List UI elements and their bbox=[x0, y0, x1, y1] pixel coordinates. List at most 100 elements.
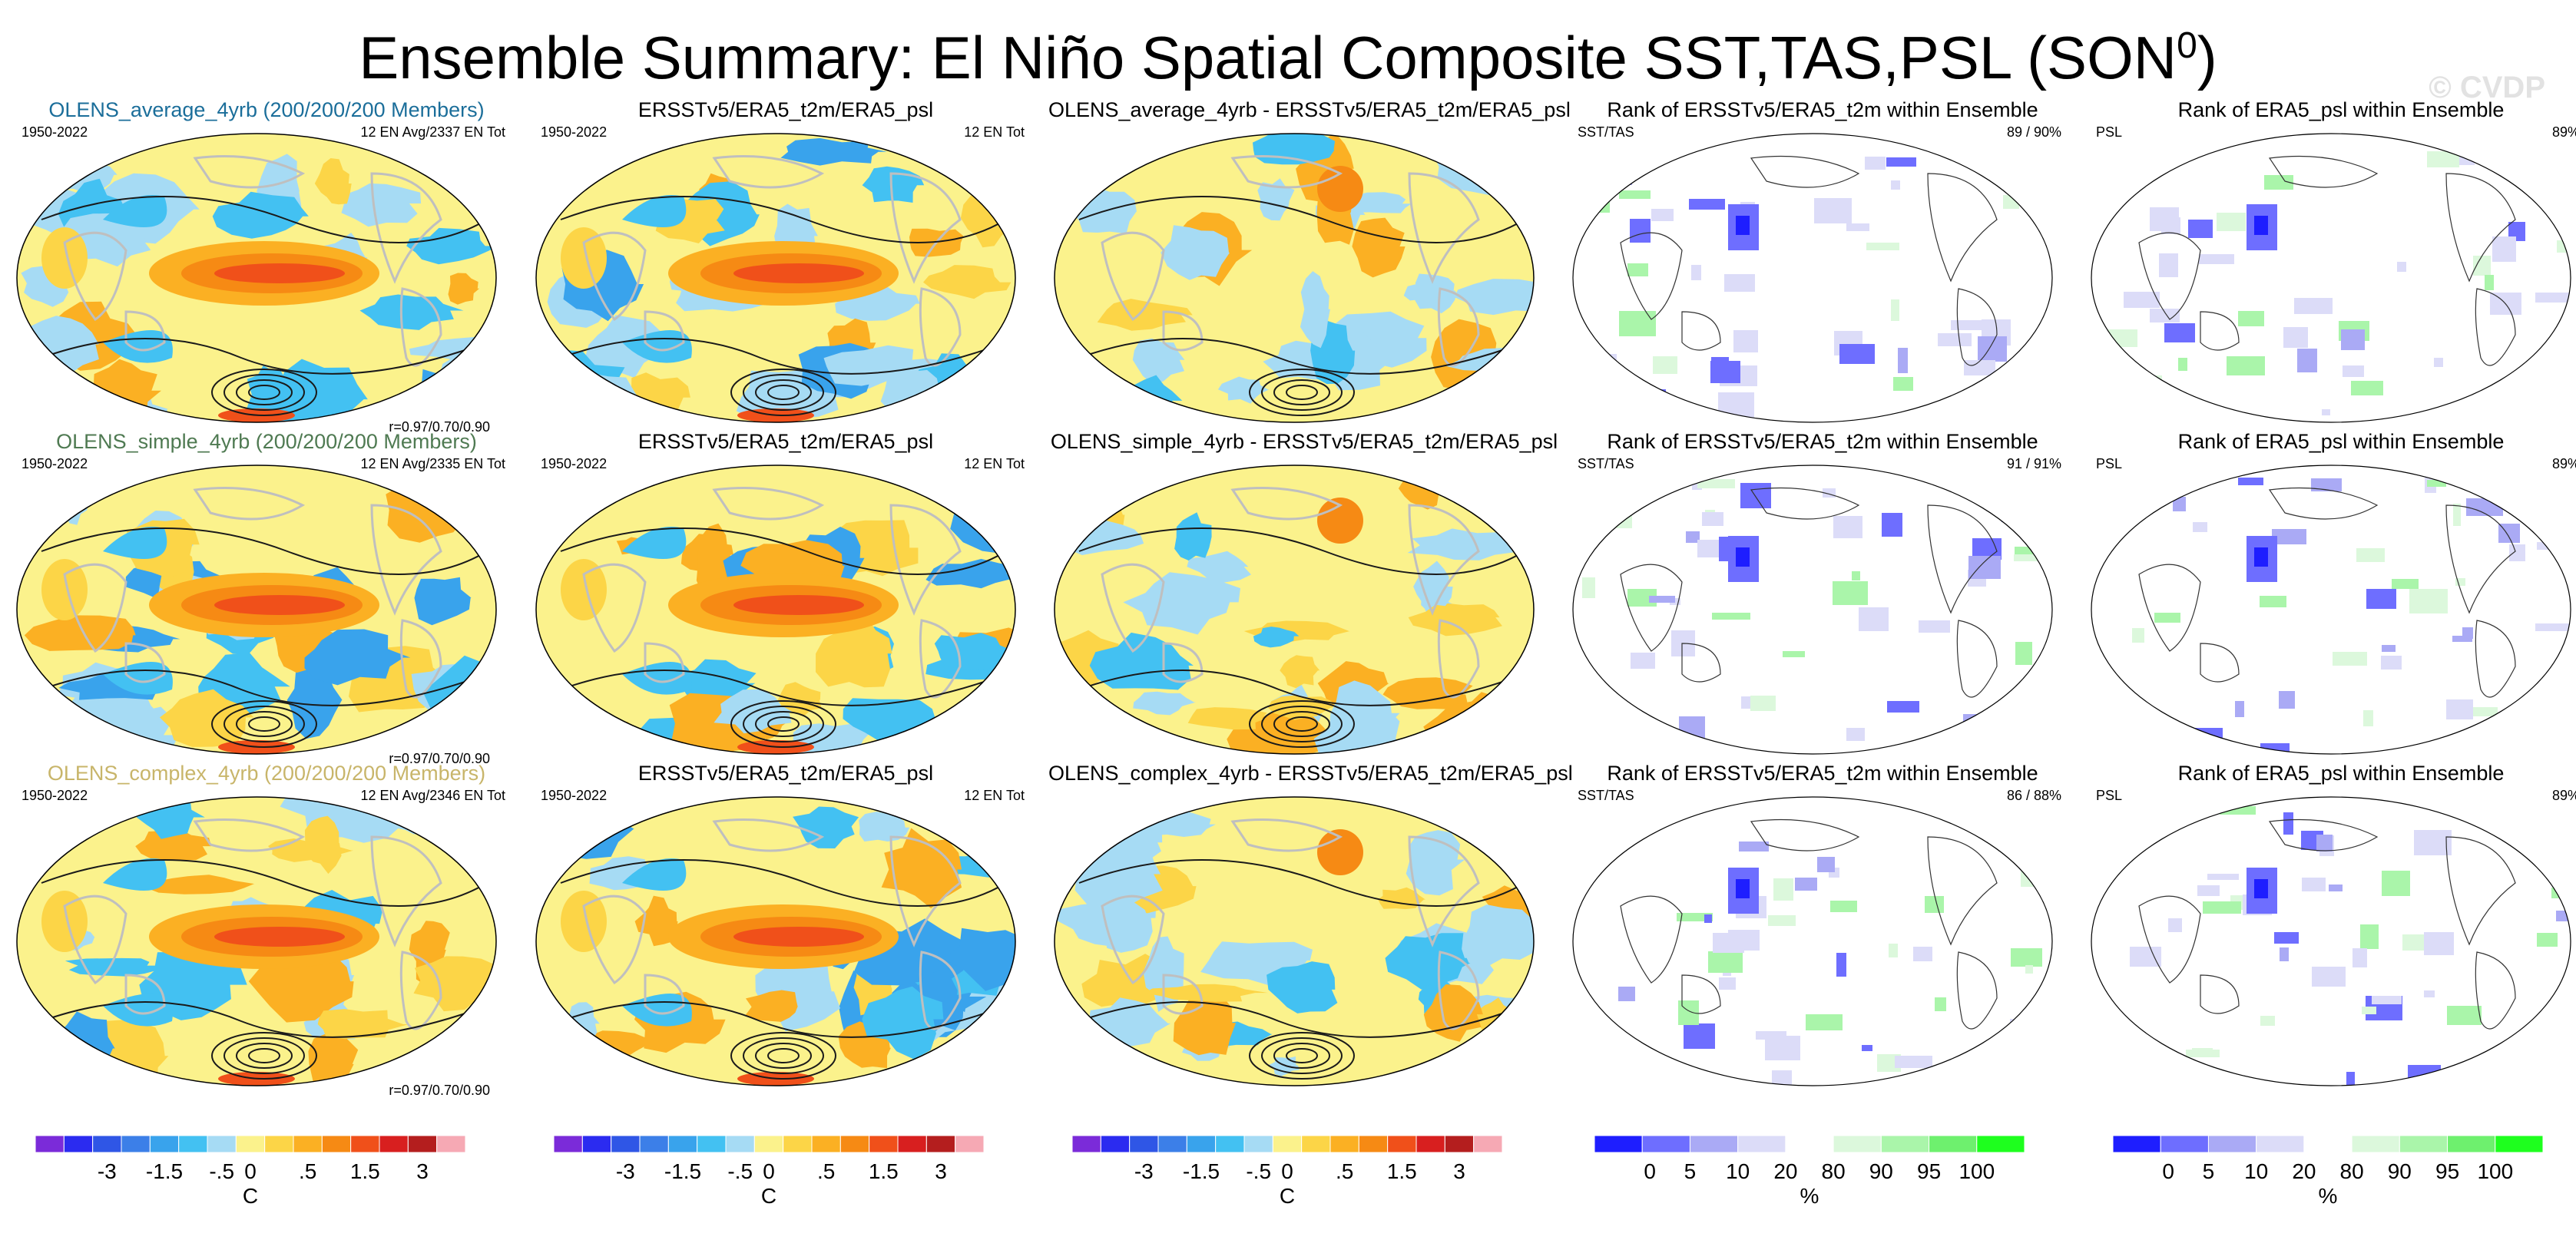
rank-cell bbox=[1728, 930, 1760, 951]
rank-cell bbox=[1925, 896, 1944, 913]
rank-cell bbox=[2492, 236, 2516, 262]
map-border bbox=[16, 796, 497, 1086]
colorbar-swatch bbox=[149, 1135, 180, 1153]
coastline bbox=[2268, 487, 2379, 520]
coastline bbox=[124, 642, 166, 683]
colorbar-swatch bbox=[235, 1135, 266, 1153]
rank-cell bbox=[2272, 529, 2306, 544]
coastline bbox=[1101, 894, 1165, 985]
map-field bbox=[17, 139, 496, 422]
colorbar-swatch bbox=[2112, 1135, 2161, 1153]
rank-cell bbox=[2227, 356, 2265, 375]
colorbar-swatch bbox=[2351, 1135, 2400, 1153]
enso-warm-core bbox=[733, 595, 864, 615]
colorbar-swatch bbox=[436, 1135, 466, 1153]
colorbar-swatch bbox=[1833, 1135, 1882, 1153]
rank-cell-high bbox=[2120, 478, 2162, 501]
period-label: SST/TAS bbox=[1578, 788, 1634, 803]
coastline bbox=[1408, 504, 1480, 616]
colorbar-tick-label: 20 bbox=[1773, 1159, 1797, 1183]
colorbar-swatch bbox=[2495, 1135, 2544, 1153]
rank-cell bbox=[1913, 947, 1932, 961]
colorbar-tick-label: 90 bbox=[1869, 1159, 1893, 1183]
map-background bbox=[2091, 134, 2571, 422]
coastline bbox=[1437, 619, 1480, 699]
rank-cell-lowest bbox=[2254, 216, 2268, 235]
map-background bbox=[1573, 134, 2052, 422]
coastline bbox=[1437, 951, 1480, 1030]
panel-title: OLENS_average_4yrb (200/200/200 Members) bbox=[48, 98, 485, 121]
rank-cell bbox=[2199, 254, 2234, 264]
enso-warm-core bbox=[214, 927, 345, 947]
rank-cell bbox=[2156, 150, 2170, 156]
rank-cell bbox=[2105, 406, 2117, 414]
colorbar-swatch bbox=[897, 1135, 927, 1153]
period-label: 1950-2022 bbox=[22, 788, 88, 803]
field-patch bbox=[1257, 178, 1295, 221]
coastline bbox=[919, 951, 962, 1030]
rank-cell bbox=[2283, 812, 2293, 835]
rank-cell bbox=[1710, 361, 1740, 383]
rank-cell bbox=[1719, 977, 1736, 990]
indian-ocean-warm bbox=[41, 891, 88, 952]
map-border bbox=[2091, 796, 2571, 1086]
rank-cell bbox=[1697, 540, 1723, 557]
rank-cell bbox=[2316, 835, 2333, 851]
psl-contour bbox=[211, 369, 317, 416]
rank-cell-lowest bbox=[1736, 879, 1750, 898]
rank-cell bbox=[2414, 830, 2452, 855]
psl-contour bbox=[755, 1043, 812, 1069]
rank-cell bbox=[1968, 556, 2001, 579]
field-patch bbox=[1187, 707, 1267, 730]
rank-cell bbox=[2322, 409, 2330, 415]
rank-cell bbox=[1891, 299, 1899, 321]
psl-contour bbox=[1078, 859, 1525, 907]
field-patch bbox=[634, 895, 678, 947]
rank-cell bbox=[2508, 1057, 2518, 1080]
coastline bbox=[1101, 231, 1165, 322]
map-border bbox=[1572, 133, 2053, 423]
rank-cell bbox=[1980, 1065, 2010, 1073]
rank-cell bbox=[1649, 596, 1675, 603]
map-panel: Rank of ERSSTv5/ERA5_t2m within Ensemble… bbox=[1567, 430, 2078, 762]
field-patch bbox=[414, 577, 472, 626]
coastline bbox=[1681, 974, 1721, 1014]
rank-cell bbox=[1712, 613, 1750, 620]
period-label: SST/TAS bbox=[1578, 124, 1634, 140]
psl-contour bbox=[560, 196, 1007, 243]
rank-cell bbox=[1653, 356, 1677, 374]
rank-cell-high bbox=[1601, 810, 1644, 833]
rank-cell bbox=[1795, 878, 1817, 891]
indian-ocean-warm bbox=[41, 559, 88, 620]
rank-cell bbox=[2392, 579, 2419, 589]
rank-cell bbox=[1691, 265, 1701, 280]
coastline bbox=[2200, 311, 2240, 351]
rank-cell bbox=[2104, 1040, 2140, 1052]
coastline bbox=[193, 155, 306, 189]
colorbar-tick-label: -1.5 bbox=[146, 1159, 183, 1183]
colorbar-units: % bbox=[1800, 1184, 1819, 1208]
rank-cell bbox=[2260, 596, 2286, 607]
field-patch bbox=[359, 294, 464, 330]
rank-cell bbox=[2408, 1065, 2441, 1085]
enso-warm-core bbox=[733, 263, 864, 283]
coastline bbox=[1750, 155, 1860, 188]
field-patch bbox=[1217, 376, 1270, 404]
colorbar-tick-label: 80 bbox=[1822, 1159, 1846, 1183]
rank-cell bbox=[2185, 728, 2223, 740]
colorbar-swatch bbox=[611, 1135, 641, 1153]
colorbar-tick-label: .5 bbox=[299, 1159, 316, 1183]
colorbar-swatch bbox=[1785, 1135, 1834, 1153]
psl-contour bbox=[41, 527, 488, 575]
colorbar-tick-label: 80 bbox=[2340, 1159, 2364, 1183]
colorbar-swatch bbox=[1689, 1135, 1739, 1153]
cold-horseshoe-north bbox=[622, 858, 687, 891]
coastline bbox=[919, 287, 962, 367]
rank-cell bbox=[2362, 1007, 2376, 1014]
colorbar-swatch bbox=[178, 1135, 208, 1153]
coastline bbox=[2445, 504, 2516, 614]
psl-contour bbox=[730, 1032, 836, 1080]
field-patch bbox=[314, 158, 352, 205]
map-panel: Rank of ERA5_psl within Ensemble PSL 89% bbox=[2085, 430, 2576, 762]
rank-cell-lowest bbox=[2254, 879, 2268, 898]
